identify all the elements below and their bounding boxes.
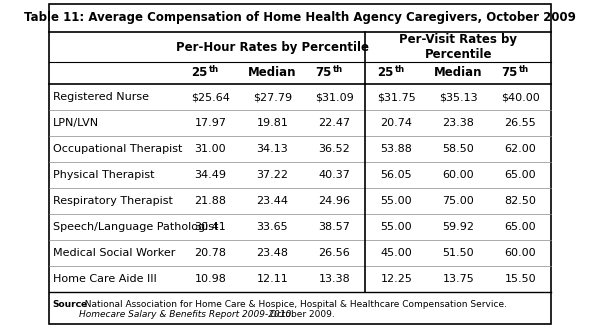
Text: LPN/LVN: LPN/LVN [53,118,99,128]
Text: 82.50: 82.50 [505,196,536,206]
Text: : National Association for Home Care & Hospice, Hospital & Healthcare Compensati: : National Association for Home Care & H… [79,300,509,309]
Text: th: th [519,65,529,73]
Text: 38.57: 38.57 [319,222,350,232]
Text: 75.00: 75.00 [443,196,475,206]
Text: $25.64: $25.64 [191,92,230,102]
Text: 33.65: 33.65 [257,222,288,232]
Text: 10.98: 10.98 [194,274,226,284]
Text: Medical Social Worker: Medical Social Worker [53,248,175,258]
Text: 53.88: 53.88 [380,144,412,154]
Text: $35.13: $35.13 [439,92,478,102]
Text: $31.75: $31.75 [377,92,416,102]
Text: Registered Nurse: Registered Nurse [53,92,149,102]
Text: 25: 25 [377,67,394,79]
Text: 36.52: 36.52 [319,144,350,154]
Text: $31.09: $31.09 [315,92,354,102]
Text: Speech/Language Pathologist: Speech/Language Pathologist [53,222,218,232]
Text: Respiratory Therapist: Respiratory Therapist [53,196,173,206]
Text: Per-Visit Rates by
Percentile: Per-Visit Rates by Percentile [400,33,517,61]
Text: Occupational Therapist: Occupational Therapist [53,144,182,154]
Text: 31.00: 31.00 [194,144,226,154]
Text: 13.75: 13.75 [443,274,475,284]
Text: 60.00: 60.00 [443,170,474,180]
Text: 25: 25 [191,67,208,79]
Text: 21.88: 21.88 [194,196,226,206]
Text: 37.22: 37.22 [256,170,289,180]
Text: Home Care Aide III: Home Care Aide III [53,274,157,284]
Text: 12.25: 12.25 [380,274,412,284]
Text: October 2009.: October 2009. [266,310,334,319]
Text: 55.00: 55.00 [380,222,412,232]
Text: 34.49: 34.49 [194,170,226,180]
Text: 56.05: 56.05 [380,170,412,180]
Text: Per-Hour Rates by Percentile: Per-Hour Rates by Percentile [176,40,369,53]
Text: 13.38: 13.38 [319,274,350,284]
Text: 34.13: 34.13 [257,144,288,154]
Text: 75: 75 [502,67,518,79]
Text: 24.96: 24.96 [319,196,350,206]
Text: 15.50: 15.50 [505,274,536,284]
Text: 17.97: 17.97 [194,118,226,128]
Text: 26.56: 26.56 [319,248,350,258]
Text: 23.38: 23.38 [442,118,475,128]
Text: 23.44: 23.44 [256,196,289,206]
Text: 75: 75 [316,67,332,79]
Text: 20.74: 20.74 [380,118,412,128]
Text: 22.47: 22.47 [319,118,350,128]
Text: Median: Median [434,67,482,79]
Text: 19.81: 19.81 [256,118,289,128]
Text: 26.55: 26.55 [505,118,536,128]
Text: Homecare Salary & Benefits Report 2009-2010.: Homecare Salary & Benefits Report 2009-2… [79,310,293,319]
Text: 12.11: 12.11 [257,274,288,284]
Text: Source: Source [53,300,88,309]
Text: 65.00: 65.00 [505,170,536,180]
Text: $27.79: $27.79 [253,92,292,102]
Text: 30.41: 30.41 [194,222,226,232]
Text: 51.50: 51.50 [443,248,474,258]
Text: 23.48: 23.48 [256,248,289,258]
Text: Table 11: Average Compensation of Home Health Agency Caregivers, October 2009: Table 11: Average Compensation of Home H… [24,11,576,25]
Text: th: th [395,65,405,73]
Text: 59.92: 59.92 [442,222,475,232]
Text: 58.50: 58.50 [443,144,475,154]
Text: 45.00: 45.00 [380,248,412,258]
Text: 60.00: 60.00 [505,248,536,258]
Text: 65.00: 65.00 [505,222,536,232]
Text: 62.00: 62.00 [505,144,536,154]
Text: Median: Median [248,67,296,79]
Text: 20.78: 20.78 [194,248,226,258]
Text: th: th [333,65,343,73]
Text: Physical Therapist: Physical Therapist [53,170,154,180]
Text: 40.37: 40.37 [319,170,350,180]
Text: $40.00: $40.00 [501,92,540,102]
Text: 55.00: 55.00 [380,196,412,206]
Text: th: th [209,65,219,73]
